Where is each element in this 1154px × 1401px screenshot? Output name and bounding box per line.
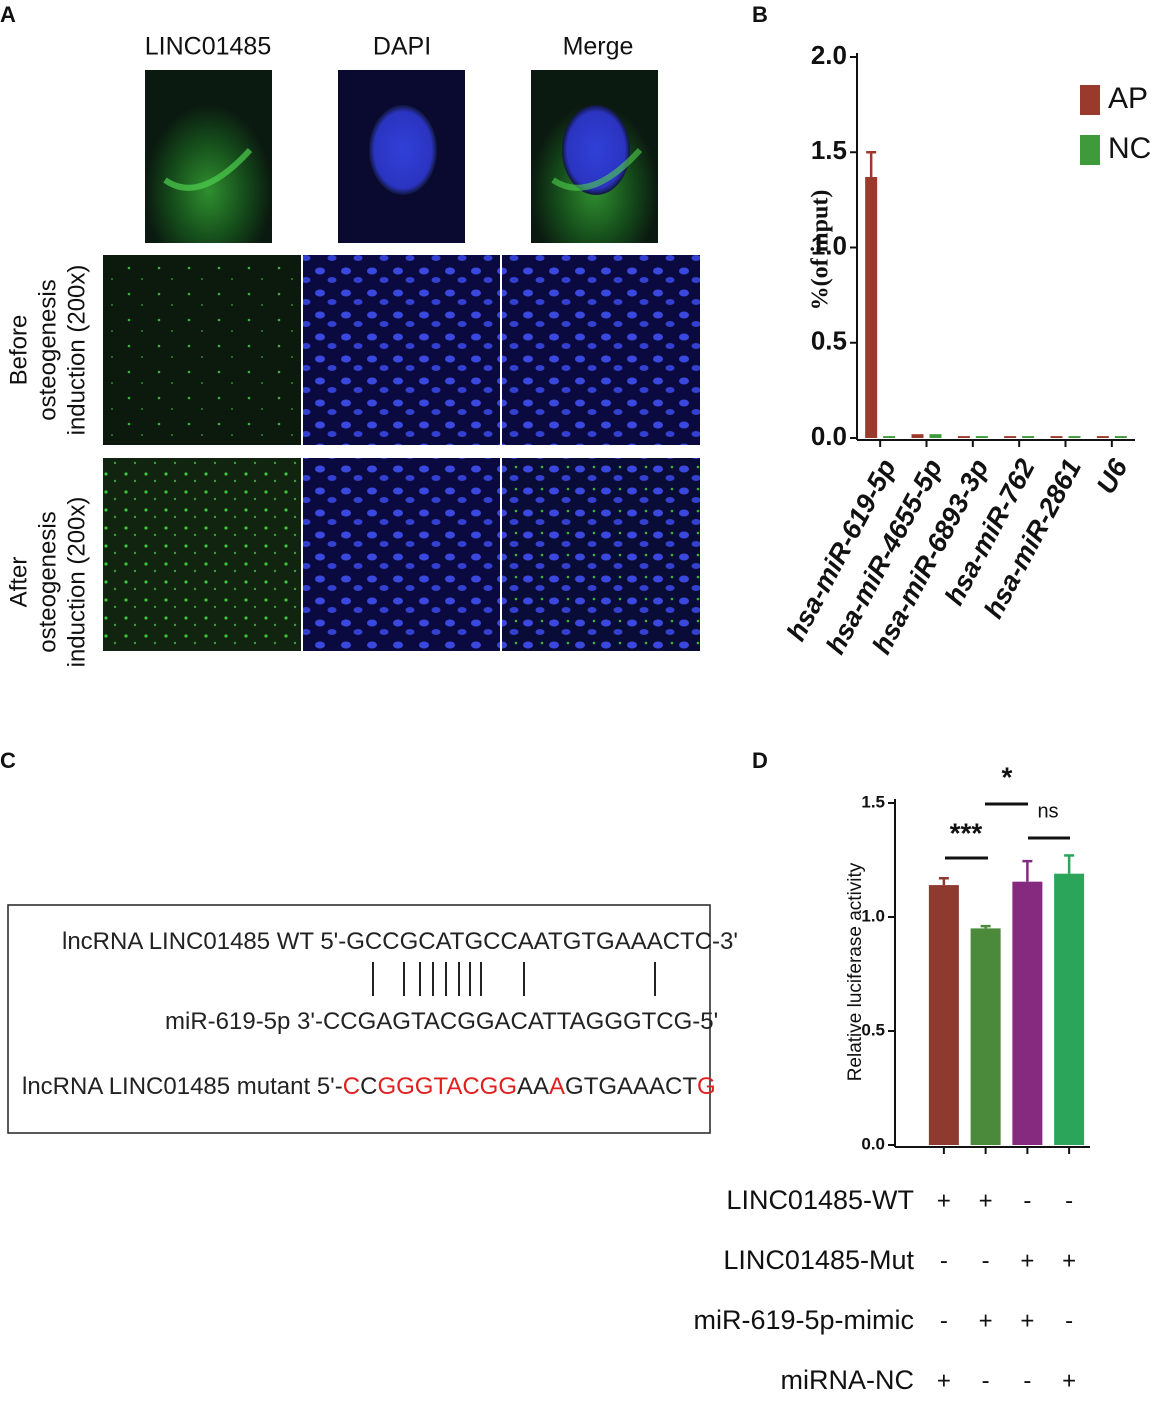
sequence-segment: G xyxy=(697,1073,716,1100)
condition-cell: - xyxy=(1023,1367,1031,1394)
significance-label: * xyxy=(1002,761,1013,792)
panel-label: B xyxy=(752,2,768,27)
row-label: Before xyxy=(5,315,32,386)
sequence-segment: C xyxy=(343,1073,360,1100)
image xyxy=(103,458,301,651)
sequence-segment: A xyxy=(549,1073,565,1100)
y-tick-label: 2.0 xyxy=(811,40,847,70)
panel-label: C xyxy=(0,748,16,773)
condition-cell: - xyxy=(940,1247,948,1274)
condition-label: miR-619-5p-mimic xyxy=(693,1305,914,1335)
y-tick-label: 0.0 xyxy=(861,1134,885,1153)
row-label: osteogenesis xyxy=(34,511,61,652)
condition-cell: - xyxy=(1065,1307,1073,1334)
panel-c: lncRNA LINC01485 WT 5'-GCCGCATGCCAATGTGA… xyxy=(7,904,738,1134)
bar xyxy=(1054,873,1085,1145)
image xyxy=(502,255,700,445)
condition-cell: - xyxy=(1065,1187,1073,1214)
bar xyxy=(975,436,988,438)
condition-cell: + xyxy=(979,1187,993,1214)
sequence-box xyxy=(7,904,711,1134)
image xyxy=(303,255,500,445)
sequence-line: miR-619-5p 3'-CCGAGTACGGACATTAGGGTCG-5' xyxy=(165,1008,718,1035)
y-tick-label: 1.0 xyxy=(811,230,847,260)
condition-cell: + xyxy=(937,1187,951,1214)
x-tick-label: U6 xyxy=(1091,453,1134,498)
bar xyxy=(970,928,1001,1145)
y-tick-label: 0.5 xyxy=(861,1020,885,1039)
sequence-segment: GTGAAACT xyxy=(565,1073,697,1100)
y-tick-label: 1.5 xyxy=(811,135,847,165)
column-title: LINC01485 xyxy=(145,33,271,61)
bar xyxy=(865,177,878,438)
y-tick-label: 1.5 xyxy=(861,792,885,811)
condition-label: LINC01485-WT xyxy=(726,1185,914,1215)
legend-swatch xyxy=(1080,85,1100,115)
sequence-segment: GGGTACGG xyxy=(377,1073,517,1100)
row-label: osteogenesis xyxy=(34,279,61,420)
legend-label: NC xyxy=(1108,132,1151,165)
legend-label: AP xyxy=(1108,82,1148,115)
legend-swatch xyxy=(1080,135,1100,165)
condition-cell: - xyxy=(982,1367,990,1394)
image-detail xyxy=(369,105,437,195)
y-tick-label: 0.5 xyxy=(811,326,847,356)
sequence-segment: C xyxy=(360,1073,377,1100)
bar xyxy=(883,436,896,438)
panel-label: A xyxy=(0,2,16,27)
sequence-line: lncRNA LINC01485 mutant 5'-CCGGGTACGGAAA… xyxy=(22,1073,716,1100)
bar xyxy=(1114,436,1127,438)
bar xyxy=(1096,436,1109,438)
image xyxy=(303,458,500,651)
column-title: DAPI xyxy=(373,33,431,61)
bar xyxy=(928,885,959,1145)
condition-cell: - xyxy=(982,1247,990,1274)
condition-cell: + xyxy=(1020,1307,1034,1334)
y-tick-label: 1.0 xyxy=(861,906,885,925)
bar xyxy=(1050,436,1063,438)
image xyxy=(502,458,700,651)
bar xyxy=(1004,436,1017,438)
row-label: After xyxy=(5,557,32,608)
significance-label: *** xyxy=(950,817,983,848)
condition-label: LINC01485-Mut xyxy=(723,1245,914,1275)
condition-cell: - xyxy=(1023,1187,1031,1214)
row-label: induction (200x) xyxy=(63,497,90,668)
sequence-segment: lncRNA LINC01485 mutant 5'- xyxy=(22,1073,343,1100)
bar xyxy=(929,434,942,438)
y-axis-label: Relative luciferase activity xyxy=(845,862,866,1081)
sequence-segment: AA xyxy=(517,1073,549,1100)
image xyxy=(103,255,301,445)
panel-label: D xyxy=(752,748,768,773)
condition-cell: + xyxy=(1062,1367,1076,1394)
sequence-segment: miR-619-5p 3'-CCGAGTACGGACATTAGGGTCG-5' xyxy=(165,1008,718,1035)
pairing-lines xyxy=(372,962,656,996)
bar xyxy=(1022,436,1035,438)
condition-cell: - xyxy=(940,1307,948,1334)
condition-cell: + xyxy=(979,1307,993,1334)
y-tick-label: 0.0 xyxy=(811,421,847,451)
column-title: Merge xyxy=(563,33,634,61)
bar xyxy=(1012,881,1043,1145)
sequence-segment: lncRNA LINC01485 WT 5'-GCCGCATGCCAATGTGA… xyxy=(62,928,738,955)
image-detail xyxy=(163,147,253,191)
sequence-line: lncRNA LINC01485 WT 5'-GCCGCATGCCAATGTGA… xyxy=(62,928,738,955)
panel-a: LINC01485 DAPI Merge Before osteogenesis… xyxy=(5,33,700,668)
bar xyxy=(957,436,970,438)
condition-cell: + xyxy=(1062,1247,1076,1274)
condition-cell: + xyxy=(1020,1247,1034,1274)
bar xyxy=(1068,436,1081,438)
image-detail xyxy=(551,147,643,191)
bar xyxy=(911,434,924,438)
y-axis-label: %(of input) xyxy=(808,190,834,311)
condition-cell: + xyxy=(937,1367,951,1394)
row-label: induction (200x) xyxy=(63,265,90,436)
significance-label: ns xyxy=(1037,800,1058,822)
condition-label: miRNA-NC xyxy=(781,1365,914,1395)
image xyxy=(145,70,272,243)
